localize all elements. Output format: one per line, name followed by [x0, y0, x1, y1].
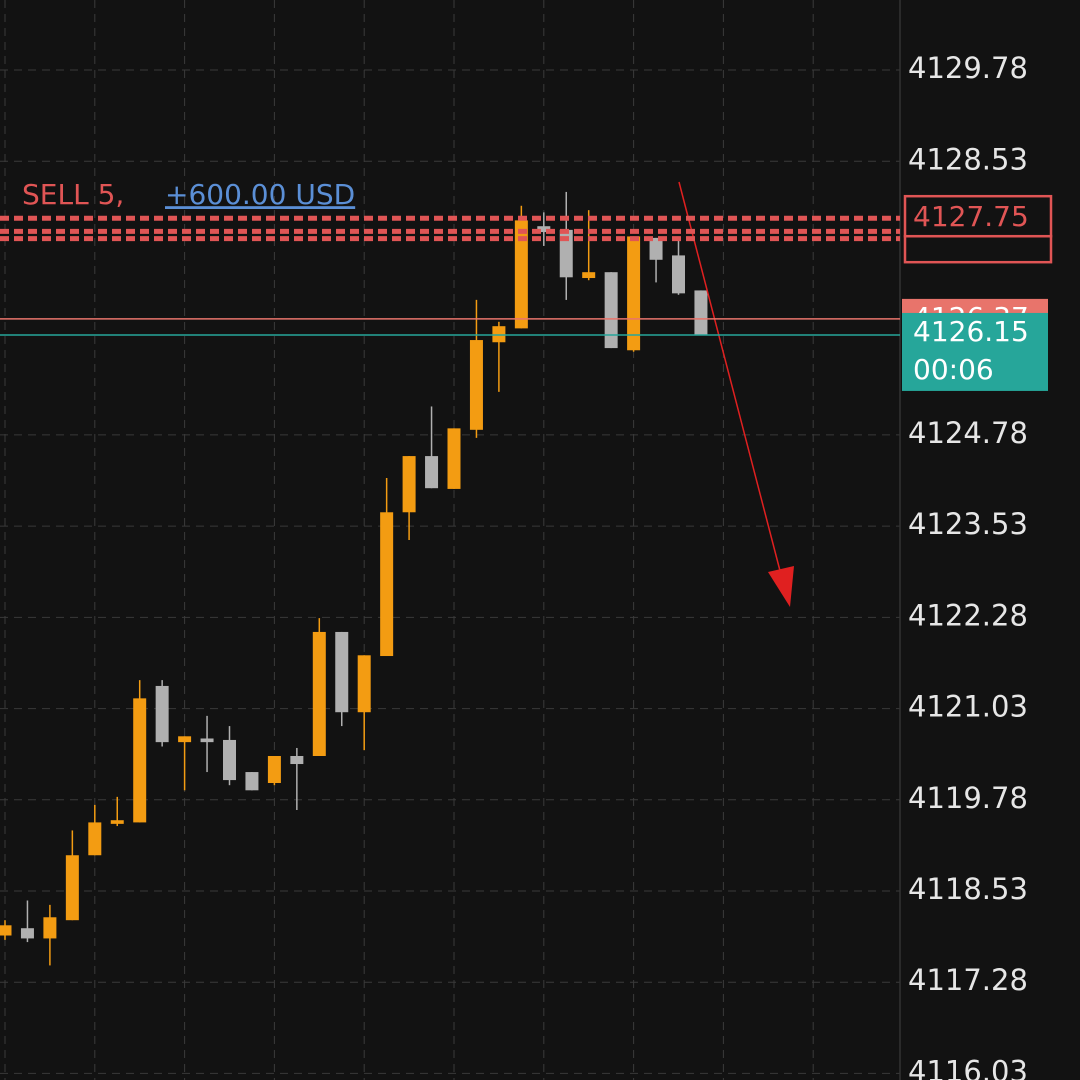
candle-body [290, 756, 304, 765]
current-price-label: 4126.15 [913, 315, 1029, 348]
y-tick-label: 4128.53 [908, 142, 1028, 176]
candle-body [178, 736, 192, 743]
candle-body [425, 456, 439, 489]
candle-body [447, 428, 461, 489]
candle-body [0, 925, 12, 936]
candle-body [43, 917, 57, 939]
candle-body [380, 512, 394, 657]
arrow-head [768, 566, 794, 607]
y-tick-label: 4117.28 [908, 963, 1028, 997]
y-tick-label: 4122.28 [908, 598, 1028, 632]
y-tick-label: 4129.78 [908, 51, 1028, 85]
candle-body [402, 456, 416, 513]
current-tag [902, 312, 1048, 391]
timer-label: 00:06 [913, 353, 994, 386]
candle-body [357, 655, 371, 713]
candle-body [469, 340, 483, 430]
candle-body [245, 772, 259, 791]
candle-body [582, 272, 596, 279]
candle-body [672, 255, 685, 294]
candle-body [200, 738, 214, 743]
order-price-label: 4127.75 [913, 200, 1029, 233]
y-tick-label: 4124.78 [908, 416, 1028, 450]
candle-body [65, 855, 79, 921]
y-tick-label: 4123.53 [908, 507, 1028, 541]
candle-body [694, 290, 708, 335]
y-tick-label: 4118.53 [908, 872, 1028, 906]
y-tick-label: 4116.03 [908, 1054, 1028, 1080]
candle-body [537, 226, 551, 233]
candle-body [649, 237, 663, 260]
candle-body [20, 928, 34, 939]
candle-body [223, 739, 236, 781]
candle-body [514, 220, 528, 329]
candle-body [335, 631, 349, 713]
plot [0, 191, 708, 966]
candle-body [110, 820, 124, 824]
candle-body [267, 756, 281, 783]
y-tick-label: 4121.03 [908, 690, 1028, 724]
candle-body [627, 236, 641, 351]
candle-body [88, 822, 102, 856]
y-tick-label: 4119.78 [908, 781, 1028, 815]
order-side: SELL 5, [22, 178, 124, 211]
order-tag [903, 194, 1053, 238]
candle-body [559, 229, 573, 278]
trend-arrow [678, 181, 786, 591]
order-pnl: +600.00 USD [165, 178, 355, 211]
candle-body [604, 272, 618, 349]
candle-body [312, 631, 326, 756]
candle-body [155, 685, 169, 743]
candle-body [133, 698, 147, 823]
